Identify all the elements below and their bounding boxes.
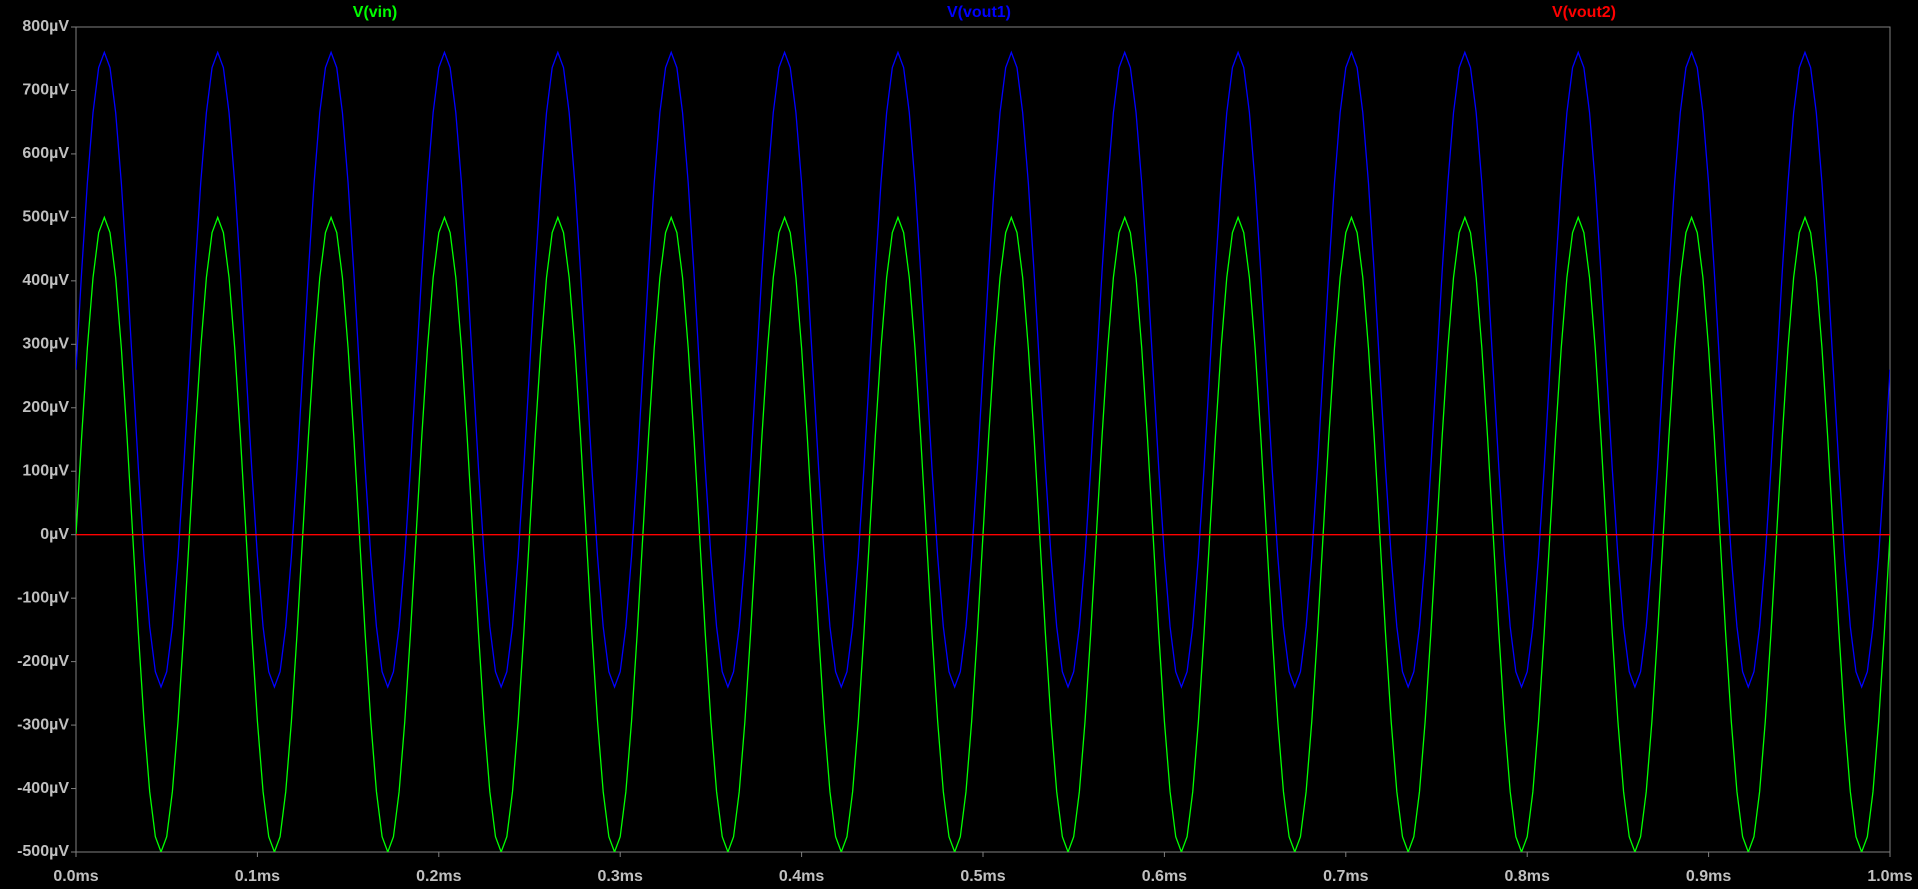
y-tick-label: -100µV bbox=[17, 589, 69, 606]
x-tick-label: 0.1ms bbox=[235, 868, 280, 885]
x-tick-label: 0.3ms bbox=[598, 868, 643, 885]
legend-entry: V(vin) bbox=[353, 4, 397, 21]
legend-entry: V(vout2) bbox=[1552, 4, 1616, 21]
x-tick-label: 0.0ms bbox=[53, 868, 98, 885]
y-tick-label: 700µV bbox=[22, 82, 69, 99]
x-tick-label: 0.6ms bbox=[1142, 868, 1187, 885]
y-tick-label: -400µV bbox=[17, 780, 69, 797]
y-tick-label: 300µV bbox=[22, 336, 69, 353]
y-tick-label: 800µV bbox=[22, 18, 69, 35]
x-tick-label: 0.9ms bbox=[1686, 868, 1731, 885]
y-tick-label: 0µV bbox=[40, 526, 69, 543]
plot-area bbox=[76, 50, 1890, 852]
x-tick-label: 0.8ms bbox=[1505, 868, 1550, 885]
y-tick-label: -300µV bbox=[17, 716, 69, 733]
y-tick-label: -200µV bbox=[17, 653, 69, 670]
y-tick-label: 400µV bbox=[22, 272, 69, 289]
y-tick-label: 100µV bbox=[22, 462, 69, 479]
y-tick-label: 600µV bbox=[22, 145, 69, 162]
series-line bbox=[76, 50, 1890, 689]
x-tick-label: 0.4ms bbox=[779, 868, 824, 885]
y-tick-label: 200µV bbox=[22, 399, 69, 416]
legend-entry: V(vout1) bbox=[947, 4, 1011, 21]
x-tick-label: 0.7ms bbox=[1323, 868, 1368, 885]
x-tick-label: 0.5ms bbox=[960, 868, 1005, 885]
y-tick-label: -500µV bbox=[17, 843, 69, 860]
x-tick-label: 0.2ms bbox=[416, 868, 461, 885]
y-tick-label: 500µV bbox=[22, 209, 69, 226]
x-tick-label: 1.0ms bbox=[1867, 868, 1912, 885]
